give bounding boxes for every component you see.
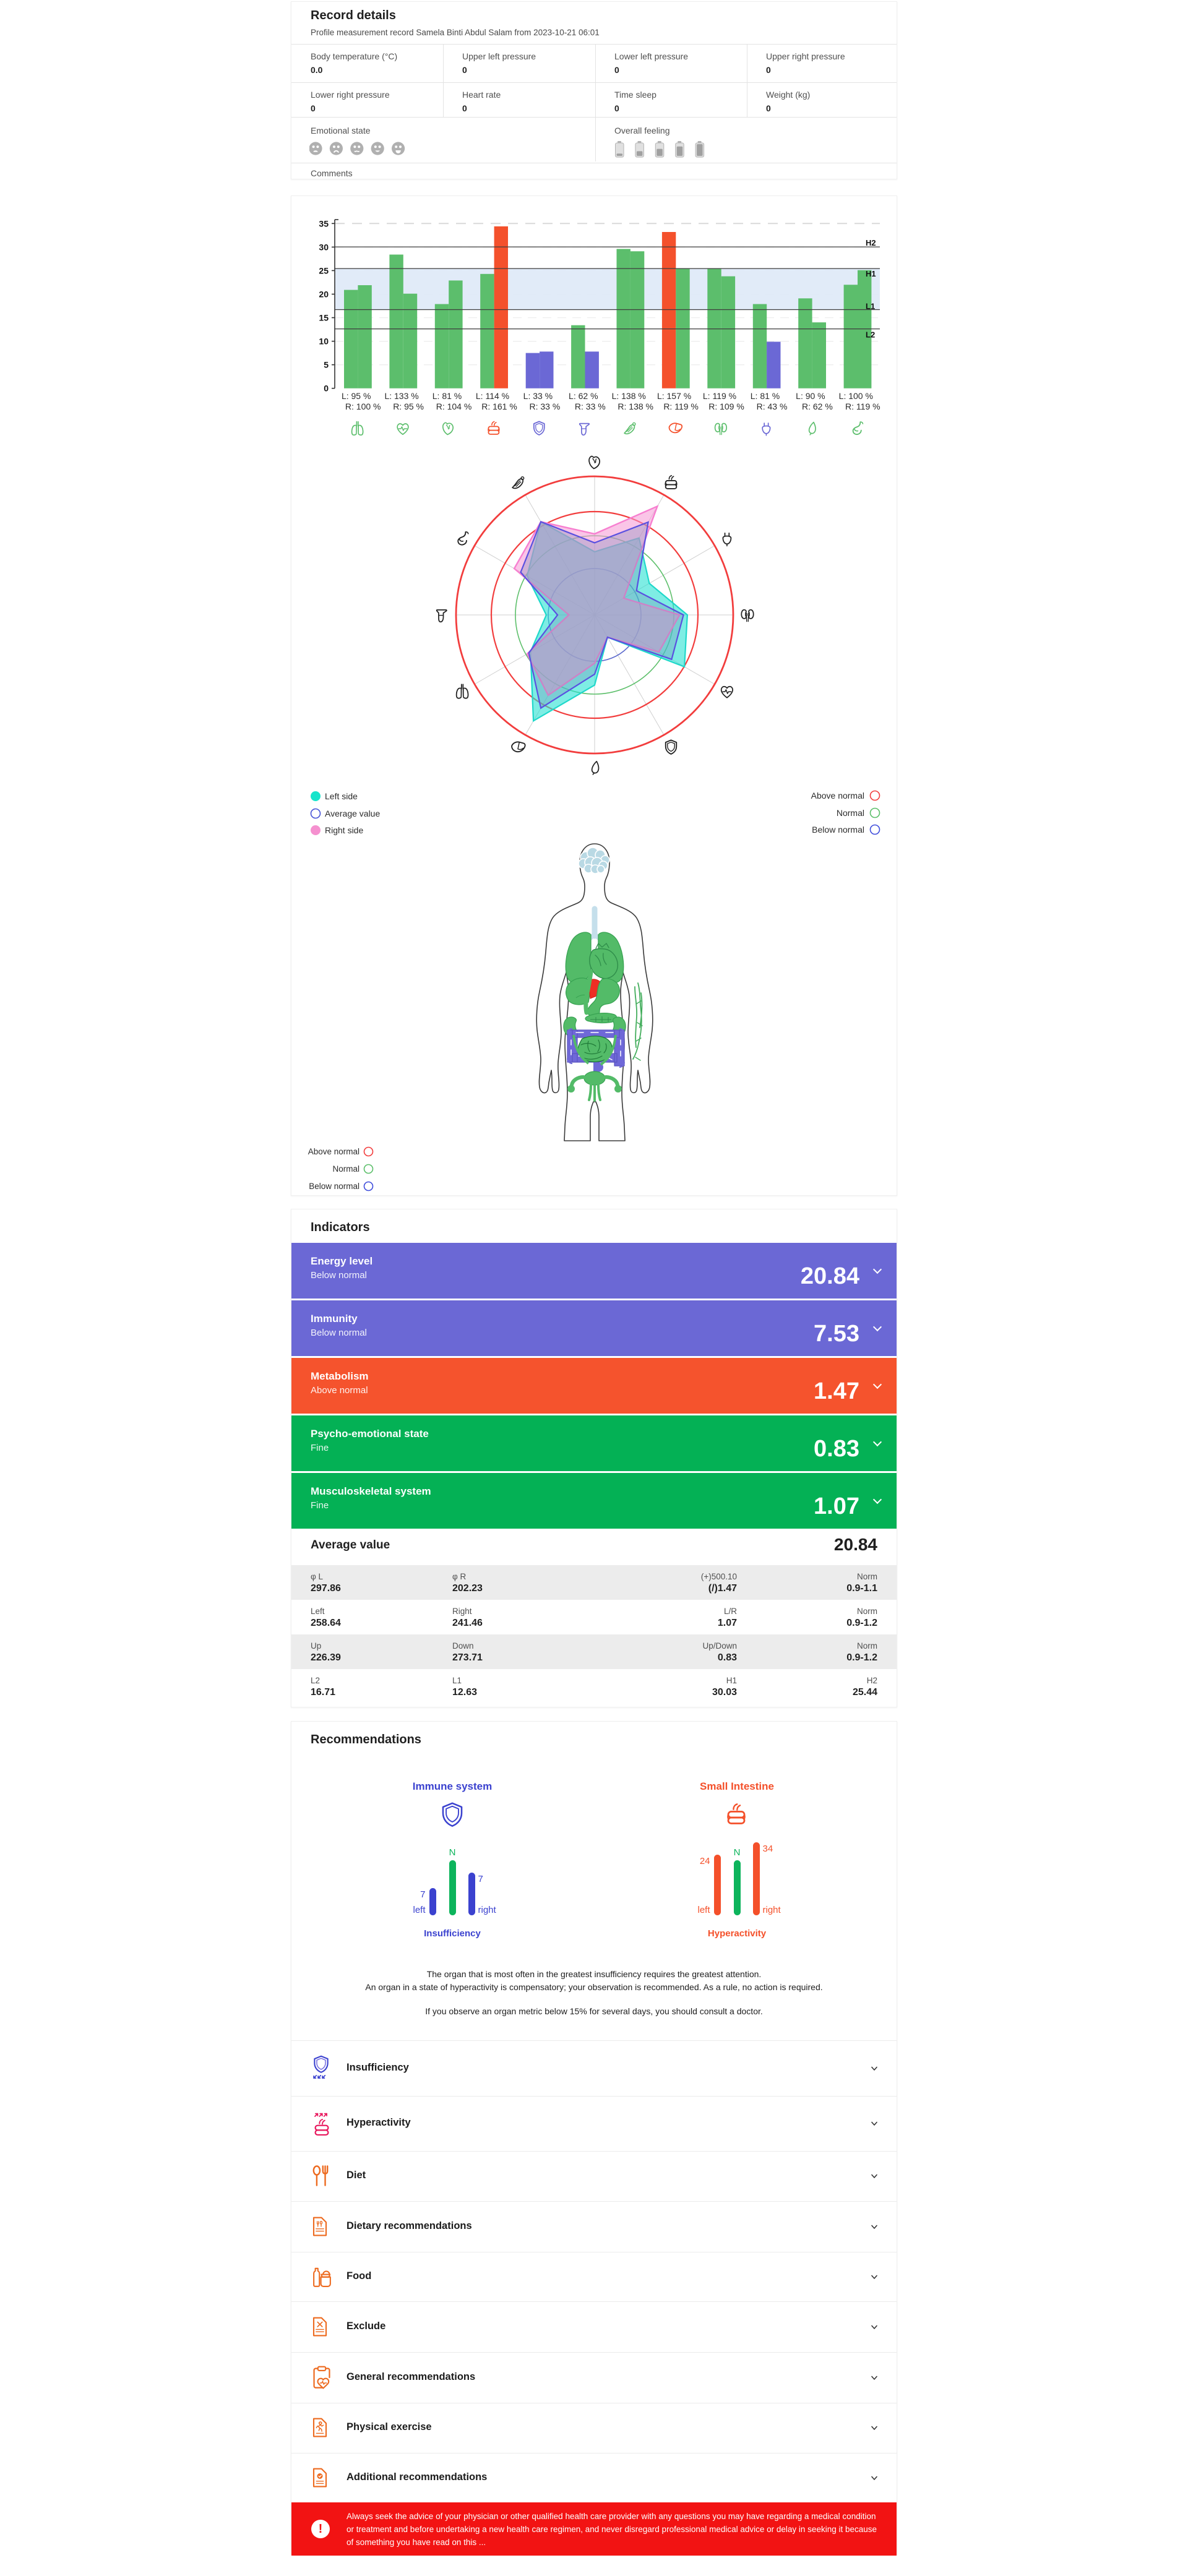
svg-text:R: 62 %: R: 62 % xyxy=(802,401,833,411)
svg-text:20: 20 xyxy=(319,290,329,299)
svg-text:R: 33 %: R: 33 % xyxy=(529,401,560,411)
svg-text:H1: H1 xyxy=(866,269,876,278)
svg-text:R: 100 %: R: 100 % xyxy=(345,401,381,411)
svg-text:R: 138 %: R: 138 % xyxy=(618,401,653,411)
svg-text:15: 15 xyxy=(319,313,329,323)
svg-text:30: 30 xyxy=(319,242,329,252)
svg-text:R: 161 %: R: 161 % xyxy=(481,401,517,411)
svg-text:L: 138 %: L: 138 % xyxy=(612,391,646,401)
svg-text:25: 25 xyxy=(319,265,329,275)
svg-text:R: 43 %: R: 43 % xyxy=(757,401,788,411)
svg-text:L: 95 %: L: 95 % xyxy=(342,391,371,401)
svg-text:5: 5 xyxy=(324,360,329,370)
svg-text:L: 119 %: L: 119 % xyxy=(703,391,736,401)
svg-text:L: 81 %: L: 81 % xyxy=(433,391,462,401)
svg-text:L: 100 %: L: 100 % xyxy=(839,391,873,401)
svg-text:R: 104 %: R: 104 % xyxy=(436,401,472,411)
svg-text:R: 109 %: R: 109 % xyxy=(708,401,744,411)
svg-text:R: 119 %: R: 119 % xyxy=(845,401,880,411)
svg-text:R: 119 %: R: 119 % xyxy=(663,401,699,411)
svg-text:L: 90 %: L: 90 % xyxy=(796,391,825,401)
svg-text:L: 81 %: L: 81 % xyxy=(751,391,780,401)
svg-text:L: 62 %: L: 62 % xyxy=(569,391,598,401)
svg-text:R: 95 %: R: 95 % xyxy=(393,401,424,411)
svg-text:L2: L2 xyxy=(866,330,875,340)
svg-text:L: 114 %: L: 114 % xyxy=(476,391,509,401)
svg-text:0: 0 xyxy=(324,384,329,393)
svg-text:10: 10 xyxy=(319,337,329,346)
svg-text:R: 33 %: R: 33 % xyxy=(575,401,606,411)
svg-text:L: 33 %: L: 33 % xyxy=(523,391,553,401)
svg-text:H2: H2 xyxy=(866,238,876,247)
svg-text:L: 157 %: L: 157 % xyxy=(657,391,691,401)
svg-text:L: 133 %: L: 133 % xyxy=(384,391,418,401)
svg-text:35: 35 xyxy=(319,218,329,228)
svg-text:L1: L1 xyxy=(866,302,875,311)
